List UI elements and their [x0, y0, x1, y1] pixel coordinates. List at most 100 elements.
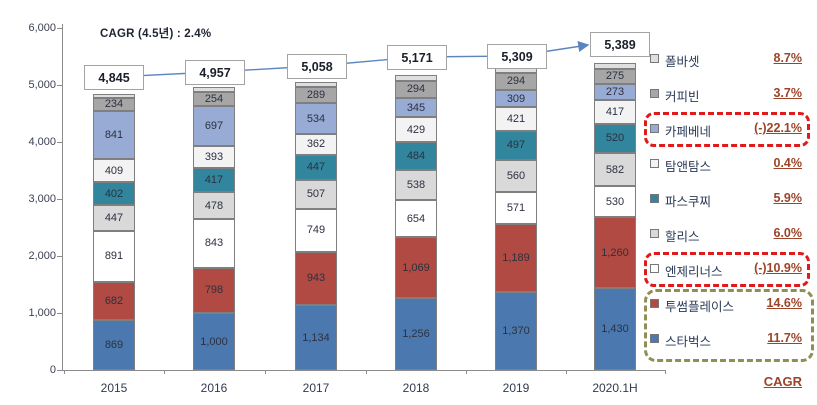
legend-row: 카페베네 (-)22.1%	[644, 121, 806, 139]
bar-segment	[495, 72, 537, 90]
bar-segment	[93, 205, 135, 231]
bar-segment	[495, 291, 537, 370]
bar-segment	[93, 230, 135, 282]
legend-chip	[650, 264, 659, 273]
bar-segment	[594, 216, 636, 289]
bar-segment	[295, 305, 337, 370]
legend-label: 커피빈	[665, 90, 700, 104]
category-label-2015: 2015	[100, 381, 128, 395]
legend-cagr-value: (-)22.1%	[754, 121, 802, 135]
bar-segment	[594, 62, 636, 69]
bar-segment	[295, 133, 337, 155]
category-label-2019: 2019	[502, 381, 530, 395]
y-axis-tick-label: 6,000	[28, 22, 56, 34]
legend-chip	[650, 194, 659, 203]
bar-segment	[594, 99, 636, 124]
bar-segment	[193, 106, 235, 147]
y-axis-tick	[57, 256, 62, 257]
legend-label: 할리스	[665, 230, 700, 244]
legend-cagr-value: 8.7%	[773, 51, 803, 65]
legend-chip	[650, 229, 659, 238]
bar-segment	[193, 192, 235, 220]
total-label-box: 4,957	[185, 60, 245, 85]
bar-segment	[395, 237, 437, 299]
legend-row: 스타벅스 11.7%	[644, 331, 806, 349]
bar-segment	[295, 180, 337, 209]
top-growth-group-highlight-box	[644, 289, 814, 362]
legend-cagr-value: 3.7%	[773, 86, 803, 100]
total-label-box: 5,389	[590, 32, 650, 57]
bar-segment	[395, 97, 437, 118]
bar-segment	[93, 320, 135, 370]
total-label-box: 5,171	[387, 45, 447, 70]
bar-segment	[594, 68, 636, 85]
bar-segment	[193, 87, 235, 92]
bar-segment	[295, 154, 337, 180]
legend-chip	[650, 334, 659, 343]
y-axis-tick	[57, 85, 62, 86]
bar-segment	[495, 159, 537, 192]
angelinus-decline-highlight-box	[644, 252, 810, 287]
legend-label: 카페베네	[665, 125, 712, 139]
legend-cagr-heading: CAGR	[763, 374, 802, 389]
legend-row: 엔제리너스 (-)10.9%	[644, 261, 806, 279]
legend-chip	[650, 89, 659, 98]
bar-segment	[93, 182, 135, 206]
legend-row: 할리스 6.0%	[644, 226, 806, 244]
y-axis-tick-label: 4,000	[28, 136, 56, 148]
y-axis-tick	[57, 28, 62, 29]
legend-label: 폴바셋	[665, 55, 700, 69]
bar-segment	[395, 200, 437, 238]
bar-segment	[495, 89, 537, 108]
bar-segment	[193, 91, 235, 107]
x-axis-tick	[164, 370, 165, 374]
bar-segment	[93, 159, 135, 183]
bar-segment	[193, 146, 235, 169]
legend-row: 폴바셋 8.7%	[644, 51, 806, 69]
bar-segment	[295, 208, 337, 252]
bar-segment	[594, 123, 636, 154]
caffebene-decline-highlight-box	[644, 112, 810, 147]
legend-row: 탐앤탐스 0.4%	[644, 156, 806, 174]
legend-cagr-value: 5.9%	[773, 191, 803, 205]
bar-segment	[495, 224, 537, 292]
y-axis-tick-label: 2,000	[28, 250, 56, 262]
category-label-2016: 2016	[200, 381, 228, 395]
y-axis-tick	[57, 313, 62, 314]
legend-chip	[650, 54, 659, 63]
bar-segment	[495, 191, 537, 225]
legend-cagr-value: 6.0%	[773, 226, 803, 240]
bar-segment	[395, 141, 437, 170]
bar-segment	[495, 131, 537, 160]
legend-label: 스타벅스	[665, 335, 712, 349]
bar-segment	[295, 81, 337, 87]
legend-chip	[650, 159, 659, 168]
bar-segment	[395, 81, 437, 98]
bar-segment	[395, 117, 437, 142]
bar-segment	[193, 219, 235, 268]
total-label-box: 4,845	[84, 65, 144, 90]
bar-segment	[93, 111, 135, 160]
bar-segment	[295, 103, 337, 134]
legend-cagr-value: 0.4%	[773, 156, 803, 170]
bar-segment	[395, 298, 437, 370]
legend-row: 투썸플레이스 14.6%	[644, 296, 806, 314]
bar-segment	[395, 169, 437, 201]
y-axis-tick-label: 3,000	[28, 193, 56, 205]
bar-segment	[594, 186, 636, 217]
y-axis-tick	[57, 370, 62, 371]
x-axis-tick	[64, 370, 65, 374]
x-axis-line	[62, 370, 666, 371]
bar-segment	[594, 84, 636, 100]
bar-segment	[395, 75, 437, 82]
legend-row: 커피빈 3.7%	[644, 86, 806, 104]
y-axis-tick-label: 5,000	[28, 79, 56, 91]
bar-segment	[193, 168, 235, 193]
bar-segment	[295, 251, 337, 306]
y-axis-tick	[57, 199, 62, 200]
bar-segment	[93, 93, 135, 98]
legend-cagr-value: (-)10.9%	[754, 261, 802, 275]
legend-chip	[650, 124, 659, 133]
legend-label: 탐앤탐스	[665, 160, 712, 174]
